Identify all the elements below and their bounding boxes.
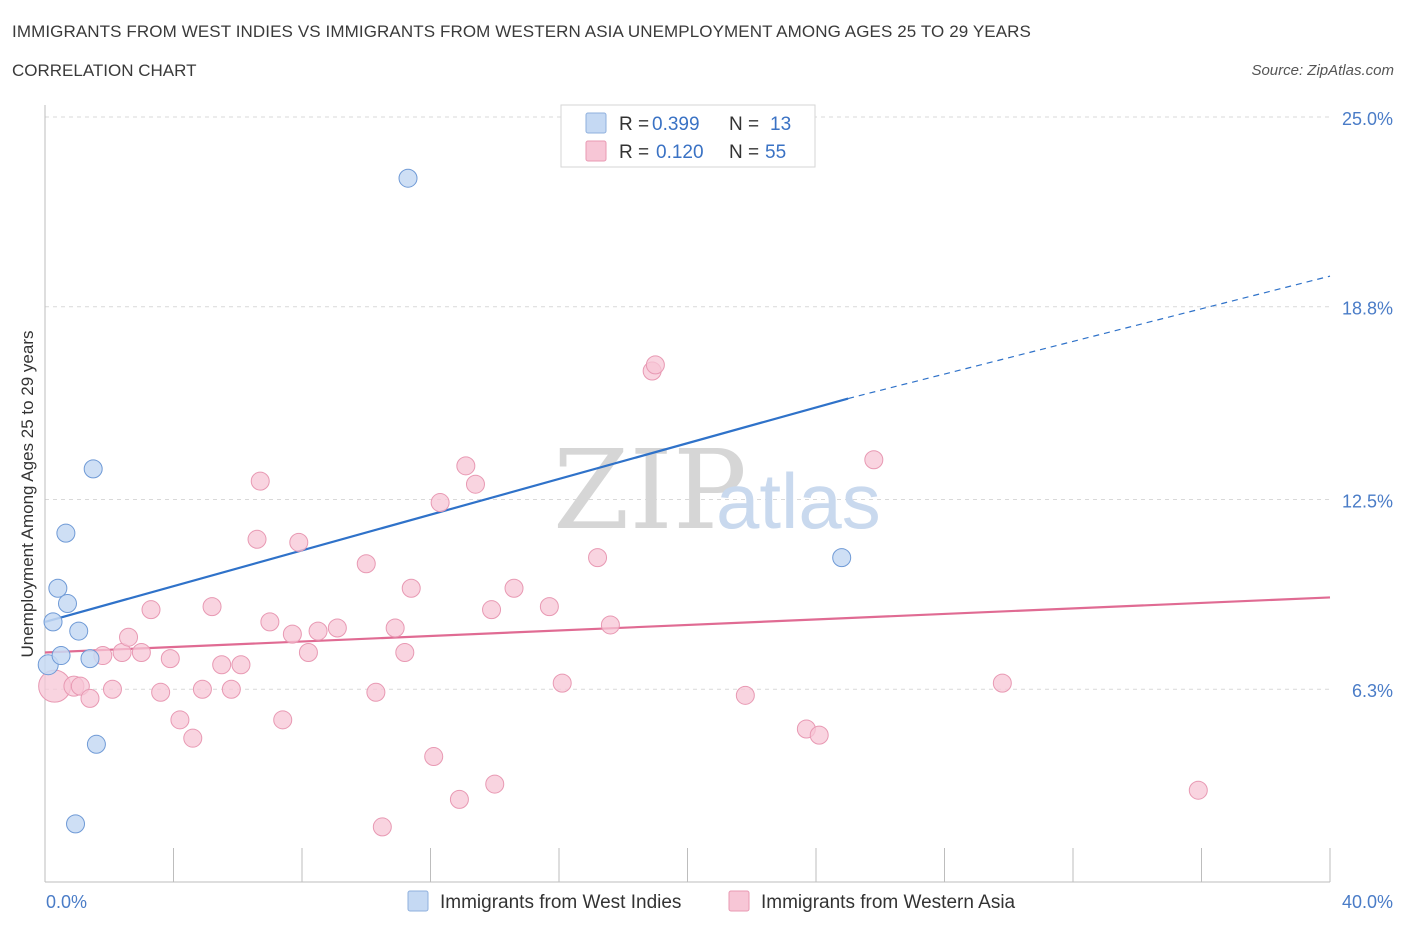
watermark-atlas: atlas [716,457,881,545]
point-western-asia [282,624,302,644]
chart-subtitle: CORRELATION CHART [12,61,197,80]
point-western-asia [160,649,180,669]
point-western-asia [395,643,415,662]
point-western-asia [308,621,328,641]
point-western-asia [327,618,347,638]
trend-line-west-indies [44,397,849,623]
point-western-asia [449,789,469,809]
y-tick-labels: 6.3% 12.5% 18.8% 25.0% [1342,109,1393,701]
point-western-asia [992,673,1012,693]
watermark-zip: ZIP [553,426,747,554]
point-west-indies [57,594,77,614]
point-western-asia [430,493,450,513]
point-western-asia [273,710,293,730]
axes [44,105,1331,883]
trend-lines [44,275,1331,654]
legend-blue-swatch [585,112,607,134]
point-west-indies [48,578,68,598]
point-western-asia [247,529,267,549]
legend-n-value: 13 [770,114,791,135]
source-label: Source: ZipAtlas.com [1251,62,1394,79]
point-western-asia [119,627,139,647]
series-legend-blue-label: Immigrants from West Indies [440,892,681,913]
point-western-asia [298,643,318,662]
point-western-asia [231,655,251,675]
point-west-indies [398,168,418,188]
point-western-asia [600,615,620,635]
point-western-asia [504,578,524,598]
legend-n-label: N = [729,114,759,135]
point-western-asia [80,688,100,708]
point-western-asia [131,643,151,662]
point-western-asia [212,655,232,675]
point-western-asia [151,682,171,702]
point-western-asia [735,685,755,705]
legend-pink-swatch [585,140,607,162]
point-west-indies [51,646,71,666]
point-western-asia [202,597,222,617]
chart-title: IMMIGRANTS FROM WEST INDIES VS IMMIGRANT… [12,22,1031,41]
y-tick-label: 25.0% [1342,109,1393,129]
point-western-asia [465,474,485,494]
watermark: ZIP atlas [553,426,881,554]
point-western-asia [221,679,241,699]
point-western-asia [183,728,203,748]
point-western-asia [401,578,421,598]
point-west-indies [66,814,86,834]
point-western-asia [456,456,476,476]
y-axis-title: Unemployment Among Ages 25 to 29 years [18,331,37,658]
point-western-asia [289,532,309,552]
point-west-indies [43,612,63,632]
point-western-asia [385,618,405,638]
point-west-indies [86,734,106,754]
data-points [37,168,1208,837]
point-western-asia [250,471,270,491]
point-western-asia [539,597,559,617]
point-western-asia [485,774,505,794]
point-western-asia [645,355,665,375]
legend-r-label: R = [619,142,649,163]
point-west-indies [832,548,852,568]
trend-line-western-asia [44,596,1331,654]
series-legend-pink-label: Immigrants from Western Asia [761,892,1016,913]
x-tick-labels: 0.0% 40.0% [46,892,1393,912]
point-western-asia [372,817,392,837]
point-western-asia [424,747,444,767]
point-western-asia [102,679,122,699]
point-western-asia [170,710,190,730]
series-legend: Immigrants from West Indies Immigrants f… [407,890,1016,913]
series-legend-blue-swatch [407,890,429,912]
x-tick-label: 0.0% [46,892,87,912]
y-tick-label: 6.3% [1352,681,1393,701]
grid-lines [45,116,1330,690]
point-western-asia [141,600,161,620]
legend-n-label: N = [729,142,759,163]
x-tick-label: 40.0% [1342,892,1393,912]
point-western-asia [864,450,884,470]
point-western-asia [588,548,608,568]
legend-n-value: 55 [765,142,786,163]
point-west-indies [56,523,76,543]
point-western-asia [192,679,212,699]
point-western-asia [809,725,829,745]
point-western-asia [260,612,280,632]
correlation-legend: R = 0.399 N = 13 R = 0.120 N = 55 [560,104,816,168]
point-west-indies [83,459,103,479]
legend-r-value: 0.399 [652,114,700,135]
y-tick-label: 12.5% [1342,492,1393,512]
legend-r-value: 0.120 [656,142,704,163]
point-western-asia [356,554,376,574]
point-western-asia [552,673,572,693]
point-west-indies [69,621,89,641]
legend-r-label: R = [619,114,649,135]
point-western-asia [366,682,386,702]
series-legend-pink-swatch [728,890,750,912]
y-tick-label: 18.8% [1342,299,1393,319]
point-west-indies [80,649,100,669]
point-western-asia [482,600,502,620]
trend-line-west-indies-extension [847,275,1331,400]
point-western-asia [1188,780,1208,800]
